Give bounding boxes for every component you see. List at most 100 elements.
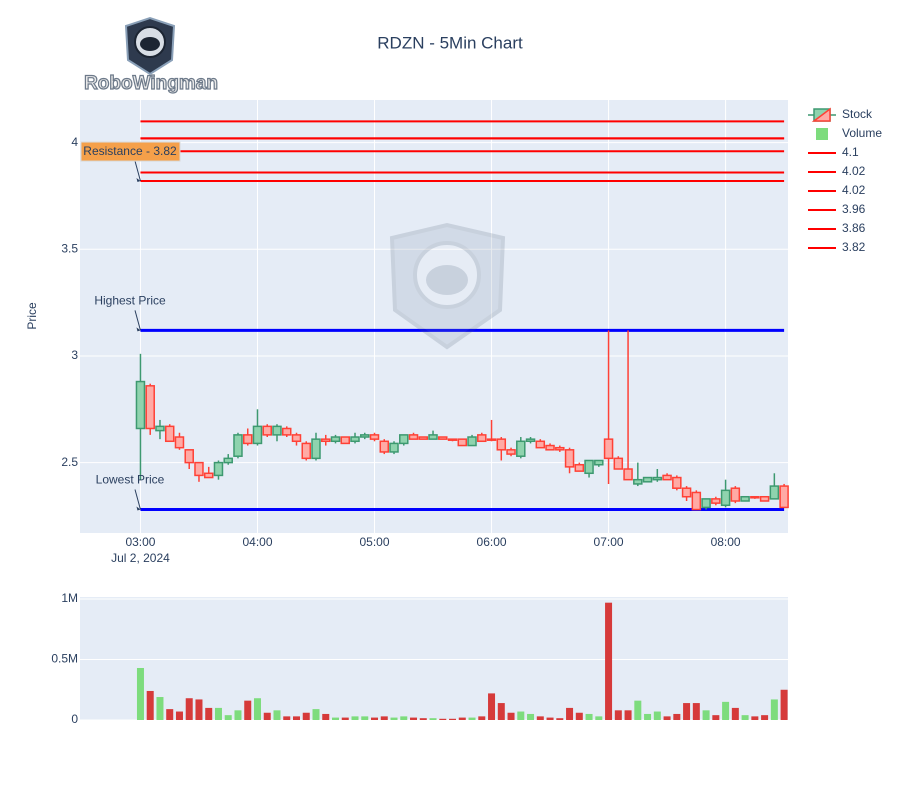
volume-bar [712,715,720,720]
watermark-helmet [413,241,481,309]
candle-body [701,498,711,509]
candle-body [447,438,458,441]
candle-body [135,380,146,430]
volume-bar [146,690,154,720]
volume-bar [741,715,749,720]
candle-body [467,436,477,447]
candle-body [262,425,272,436]
candle-body [457,438,468,447]
volume-bar [692,703,700,720]
annotation-text: Resistance - 3.82 [83,144,177,158]
candle-body [233,434,243,457]
volume-bar [683,703,691,720]
legend-label: 3.96 [842,202,866,216]
volume-bar [205,707,213,720]
candle-body [564,449,575,468]
candle-body [555,446,565,451]
candle-body [408,434,419,440]
x-tick-label: 04:00 [242,535,272,549]
legend-label: 4.02 [842,183,866,197]
volume-bar [488,693,496,720]
volume-bar [527,713,535,720]
candle-body [662,474,672,481]
candle-body [164,425,175,443]
candle-body [399,434,409,445]
candle-body [418,436,429,440]
volume-bar [566,707,574,720]
candle-body [711,498,721,504]
candle-body [438,436,448,440]
annotation-arrowhead [136,327,141,332]
volume-bar [575,712,583,720]
candle-body [633,478,643,485]
volume-bar [332,717,340,720]
volume-bar [283,716,291,720]
candle-body [281,427,292,436]
candle-body [779,485,789,509]
volume-bar [361,716,369,720]
candle-body [740,495,750,502]
candle-body [203,472,214,479]
candle-body [369,434,380,440]
candle-body [486,438,497,441]
y-tick-label: 1M [61,591,78,605]
volume-bar [634,700,642,720]
volume-bar [605,602,613,720]
x-tick-label: 06:00 [477,535,507,549]
y-tick-label: 0 [71,712,78,726]
legend-label: Stock [842,107,873,121]
volume-bar [175,711,183,720]
volume-bar [731,707,739,720]
candle-body [330,436,341,443]
annotation-box [80,141,181,162]
volume-bar [439,718,447,720]
legend-label: 3.82 [842,240,866,254]
volume-bar [702,710,710,720]
candle-body [350,436,360,443]
candle-body [301,442,311,460]
candle-body [545,444,555,451]
logo-visor [140,37,160,51]
candle-body [574,463,585,472]
y-tick-label: 3.5 [61,241,78,255]
candle-body [769,485,780,500]
candle-body [506,449,516,455]
x-date-label: Jul 2, 2024 [111,551,170,565]
annotation-arrowhead [136,506,141,511]
candle-body [759,495,770,502]
volume-bar [390,717,398,720]
legend-symbol [816,128,828,140]
candle-body [321,438,331,443]
chart-title: RDZN - 5Min Chart [377,33,523,52]
candle-body [642,476,653,483]
y-tick-label: 0.5M [51,652,78,666]
watermark-shield [389,222,506,350]
volume-bar [263,712,271,720]
candle-body [535,440,546,449]
volume-bar [302,712,310,720]
candle-body [272,425,282,436]
volume-bar [614,710,622,720]
volume-bar [224,715,232,720]
candle-body [428,434,438,440]
volume-bar [380,716,388,720]
volume-bar [595,716,603,720]
volume-bar [624,710,632,720]
volume-bar [556,718,564,720]
candle-body [750,495,760,499]
y-axis-label: Price [25,302,39,330]
y-tick-label: 3 [71,348,78,362]
legend-label: 3.86 [842,221,866,235]
legend-label: 4.02 [842,164,866,178]
annotation-text: Lowest Price [96,473,165,487]
logo-text: RoboWingman [84,73,218,94]
volume-bar [244,700,252,720]
legend: Stock Volume 4.1 4.02 4.02 3.96 3.86 3.82 [808,107,882,254]
annotation-arrow [134,489,141,510]
volume-bar [341,717,349,720]
candle-body [252,425,263,445]
candle-body [730,487,741,502]
volume-bar [351,716,359,720]
volume-bar [253,698,261,720]
